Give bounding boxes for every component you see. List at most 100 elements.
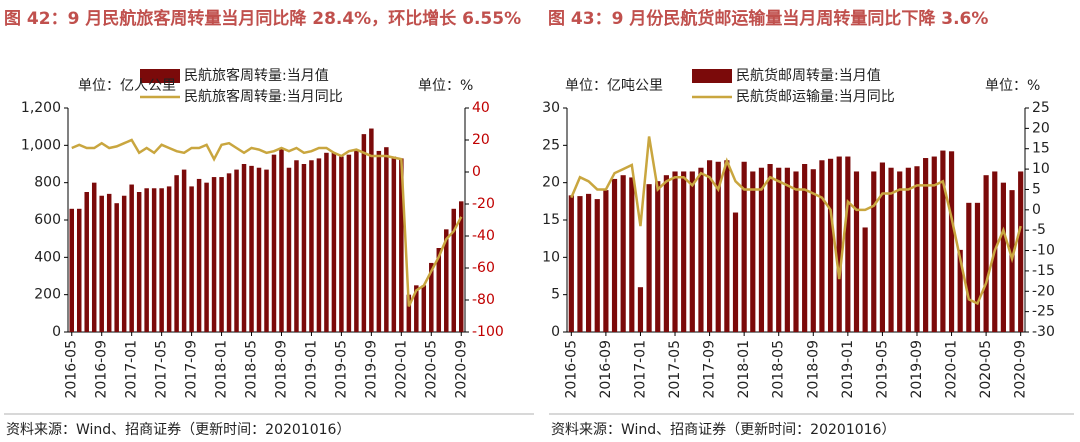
bar [862,227,868,332]
y2-tick-label: -30 [1032,324,1055,340]
bar [204,182,209,332]
bar [1018,171,1024,332]
x-tick-label: 2016-05 [64,340,80,399]
bar [698,167,704,332]
bar [226,173,232,332]
y-tick-label: 800 [34,175,61,191]
bar [914,166,920,332]
bar [888,167,894,332]
source: 资料来源：Wind、招商证券（更新时间：20201016） [551,422,895,438]
bar [84,192,89,332]
y-tick-label: 400 [34,249,61,265]
y-tick-label: 5 [551,287,560,303]
bar [802,164,808,332]
legend-swatch [692,69,732,83]
x-tick-label: 2018-01 [736,340,752,399]
bar [637,287,644,332]
y-tick-label: 30 [542,100,560,116]
y2-tick-label: -40 [472,228,495,244]
bar [672,171,678,332]
bar [948,151,955,332]
bar [151,188,157,332]
bar [871,171,877,332]
x-tick-label: 2017-05 [154,340,170,399]
x-tick-label: 2019-09 [909,340,925,399]
bar [256,167,262,332]
y-axis-title: 单位：亿人公里 [78,78,176,94]
bar [879,162,886,332]
y2-tick-label: -80 [472,292,495,308]
y2-tick-label: -15 [1032,263,1055,279]
x-tick-label: 2016-09 [94,340,110,399]
bar [166,186,172,332]
bar [136,192,142,332]
bar [853,171,860,332]
y-tick-label: 20 [542,175,560,191]
bar [810,169,816,332]
bar [234,169,239,332]
bar [724,160,730,332]
bar [629,177,635,332]
bar [819,160,825,332]
x-tick-label: 2018-09 [805,340,821,399]
bar [836,156,842,332]
chart-title: 图 43：9 月份民航货邮运输量当月周转量同比下降 3.6% [548,9,989,29]
x-tick-label: 2019-05 [333,340,349,399]
bar [369,128,374,332]
y-tick-label: 200 [34,287,61,303]
y2-tick-label: 10 [1032,161,1050,177]
bar [655,181,661,332]
bar [663,175,669,332]
bar [646,184,652,332]
bar [983,175,989,332]
bar [159,188,164,332]
x-tick-label: 2020-05 [423,340,439,399]
bar [923,158,929,332]
x-tick-label: 2016-09 [598,340,614,399]
bar [568,195,574,332]
bar [181,169,187,332]
bar [346,154,352,332]
y2-tick-label: -25 [1032,304,1055,320]
y2-tick-label: 25 [1032,100,1050,116]
y2-tick-label: -20 [472,196,495,212]
bar [429,262,434,332]
bar [264,169,269,332]
y-tick-label: 1,000 [21,137,61,153]
x-tick-label: 2016-05 [563,340,579,399]
bar [603,190,609,332]
x-tick-label: 2019-01 [840,340,856,399]
bar [376,150,382,332]
bar [414,285,419,332]
bar [444,229,449,332]
bar [354,150,359,332]
bar [339,156,344,332]
bar [391,156,397,332]
y-tick-label: 1,200 [21,100,61,116]
bar [897,171,903,332]
bar [69,208,74,332]
y2-tick-label: 40 [472,100,490,116]
bar [451,208,457,332]
bar [845,156,851,332]
bar [219,177,224,332]
bar [957,249,963,332]
x-tick-label: 2018-05 [244,340,260,399]
y-tick-label: 25 [542,137,560,153]
y2-tick-label: 20 [472,132,490,148]
bar [211,177,217,332]
bar [732,212,739,332]
legend-label: 民航旅客周转量:当月值 [184,67,329,84]
x-tick-label: 2019-01 [303,340,319,399]
y2-axis-title: 单位：% [985,78,1040,94]
bar [974,202,981,332]
x-tick-label: 2018-01 [214,340,230,399]
bar [611,178,618,332]
bar [827,158,834,332]
bar [286,167,292,332]
bar [144,188,149,332]
legend-label: 民航货邮周转量:当月值 [736,67,881,84]
bar [316,158,322,332]
bar [459,201,464,332]
y-axis-title: 单位：亿吨公里 [565,78,663,94]
